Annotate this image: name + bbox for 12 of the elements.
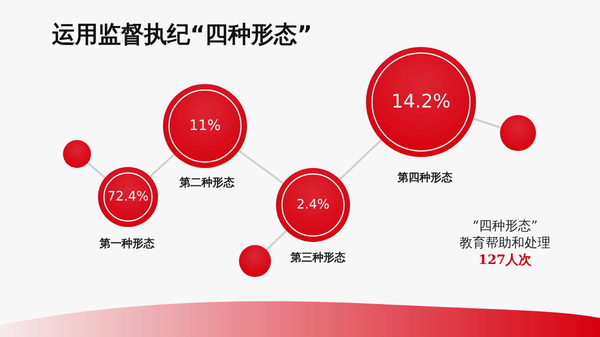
text: “四种形态” [472,219,538,234]
data-label: 2.4% [296,198,330,212]
text: 127人次 [478,253,533,268]
data-label: 72.4% [107,190,149,204]
text: 运用监督执纪“四种形态” [51,22,312,48]
category-label: 第三种形态 [290,251,346,264]
data-label: 14.2% [391,92,451,112]
category-label: 第二种形态 [178,176,236,189]
category-label: 第一种形态 [98,237,156,250]
category-label: 第四种形态 [396,171,454,184]
data-label: 11% [189,118,221,134]
text: 教育帮助和处理 [460,235,550,251]
